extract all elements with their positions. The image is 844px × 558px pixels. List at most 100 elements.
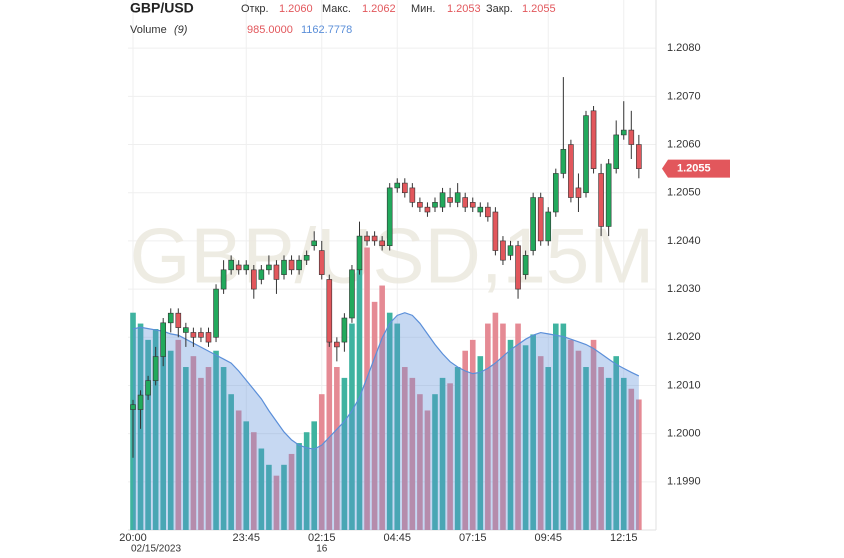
candle-body	[251, 269, 257, 290]
volume-bar	[537, 356, 544, 530]
candle-body	[568, 144, 574, 198]
y-tick-label: 1.2080	[667, 42, 701, 54]
volume-bar	[311, 421, 317, 530]
y-tick-label: 1.2060	[667, 138, 701, 150]
close-label: Закр.	[486, 3, 513, 15]
candle-body	[371, 235, 378, 242]
volume-bar	[379, 285, 385, 530]
candle-body	[213, 288, 219, 338]
candle-body	[515, 245, 521, 290]
volume-bar	[349, 323, 355, 530]
candle-body	[243, 264, 250, 271]
candle-body	[296, 259, 302, 271]
x-tick-label: 12:15	[610, 532, 638, 544]
y-tick-label: 1.1990	[667, 476, 701, 488]
candle-body	[288, 259, 295, 271]
candle-body	[334, 341, 340, 348]
x-tick-label: 20:00	[119, 532, 147, 544]
volume-bar	[160, 323, 166, 530]
volume-bar	[266, 464, 272, 530]
volume-bar	[424, 410, 431, 530]
candle-body	[439, 192, 446, 208]
high-label: Макс.	[322, 3, 351, 15]
volume-bar	[447, 383, 453, 530]
volume-bar	[235, 410, 242, 530]
candle-body	[417, 202, 423, 208]
volume-bar	[409, 377, 416, 530]
volume-bar	[522, 345, 529, 530]
volume-bar	[198, 377, 204, 530]
candle-body	[462, 197, 469, 208]
candle-body	[273, 264, 280, 280]
candle-body	[205, 332, 212, 343]
candle-body	[477, 206, 484, 213]
candle-body	[266, 264, 272, 271]
volume-bar	[507, 339, 514, 530]
volume-bar	[628, 388, 635, 530]
candle-body	[183, 327, 189, 333]
candle-body	[545, 211, 552, 242]
candle-body	[620, 129, 627, 136]
candle-body	[311, 240, 318, 247]
candle-body	[235, 264, 242, 271]
low-label: Мин.	[411, 3, 435, 15]
candle-body	[432, 202, 438, 208]
candle-body	[500, 240, 506, 261]
close-value: 1.2055	[522, 3, 556, 15]
volume-bar	[152, 328, 159, 530]
candle-body	[507, 245, 514, 256]
candle-body	[469, 202, 476, 208]
volume-bar	[243, 421, 250, 530]
candle-body	[575, 187, 582, 198]
candle-body	[485, 206, 491, 218]
candle-body	[424, 206, 431, 213]
volume-bar	[613, 356, 619, 530]
x-tick-label: 02:15	[308, 532, 336, 544]
volume-bar	[364, 247, 370, 530]
volume-bar	[620, 377, 627, 530]
candle-body	[598, 173, 604, 227]
volume-bar	[334, 367, 340, 530]
volume-ma-value: 1162.7778	[301, 24, 352, 36]
volume-bar	[251, 432, 257, 530]
volume-bar	[296, 443, 302, 530]
volume-bar	[175, 339, 182, 530]
y-tick-label: 1.2030	[667, 283, 701, 295]
volume-bar	[545, 367, 552, 530]
candle-body	[492, 211, 499, 251]
candle-body	[454, 192, 461, 203]
candle-body	[583, 115, 589, 194]
volume-bar	[394, 323, 401, 530]
candle-body	[356, 235, 363, 271]
volume-bar	[568, 339, 574, 530]
candle-body	[198, 332, 204, 338]
volume-ma-line	[132, 312, 640, 450]
candle-body	[409, 187, 416, 203]
volume-bar	[402, 367, 408, 530]
volume-bar	[356, 269, 363, 530]
volume-bar	[432, 394, 438, 530]
y-tick-label: 1.2070	[667, 90, 701, 102]
candle-body	[303, 255, 310, 261]
volume-bar	[492, 312, 499, 530]
volume-bar	[636, 399, 642, 530]
candle-body	[636, 144, 642, 169]
candle-body	[349, 269, 355, 319]
candle-body	[220, 269, 227, 290]
candle-body	[160, 322, 166, 357]
candle-body	[152, 356, 159, 381]
candle-body	[628, 129, 635, 145]
volume-bar	[167, 350, 174, 530]
candle-body	[613, 134, 620, 169]
volume-bar	[462, 350, 468, 530]
candle-body	[318, 250, 325, 275]
volume-bar	[145, 339, 151, 530]
volume-bar	[560, 323, 567, 530]
candle-body	[560, 149, 567, 174]
volume-ma-area	[133, 312, 639, 530]
x-date-label: 16	[316, 544, 328, 555]
volume-bar	[318, 394, 325, 530]
low-value: 1.2053	[447, 3, 481, 15]
y-tick-label: 1.2050	[667, 187, 701, 199]
